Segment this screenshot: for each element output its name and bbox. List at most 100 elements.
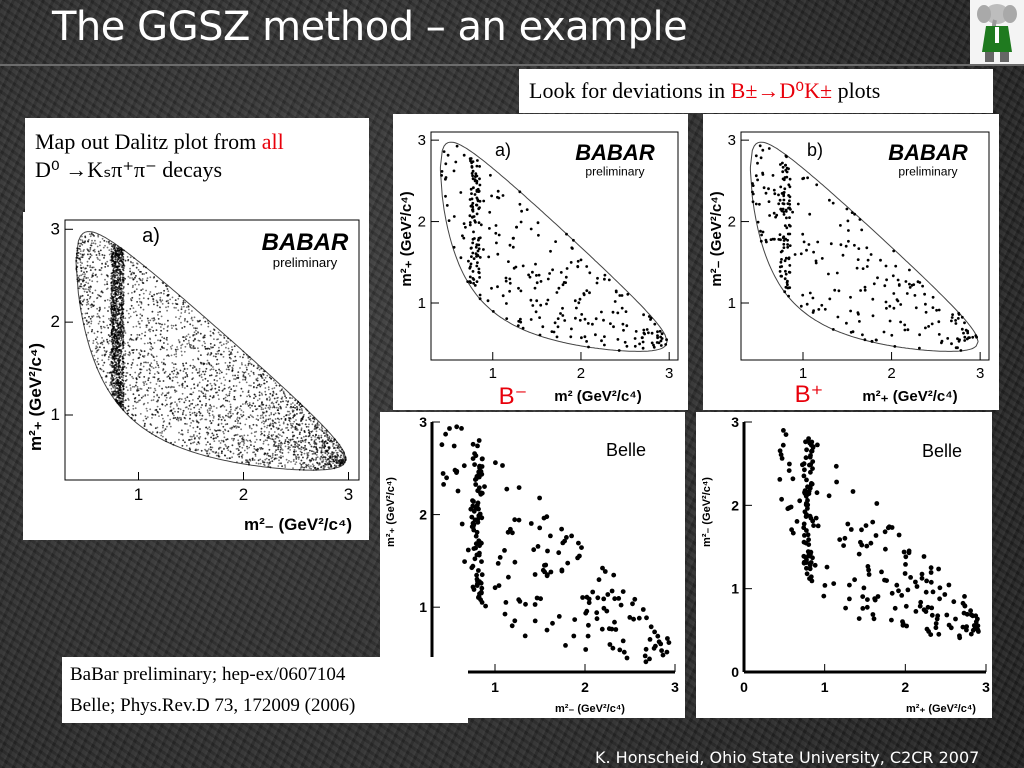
data-point xyxy=(157,399,159,402)
data-point xyxy=(322,446,324,448)
data-point xyxy=(241,446,244,449)
data-point xyxy=(336,456,339,459)
data-point xyxy=(253,431,256,434)
data-point xyxy=(237,371,240,373)
data-point xyxy=(156,292,158,295)
data-point xyxy=(131,349,133,351)
data-point xyxy=(200,373,203,376)
data-point xyxy=(310,431,313,433)
data-point xyxy=(111,380,114,383)
data-point xyxy=(186,343,189,345)
data-point xyxy=(142,292,145,295)
data-point xyxy=(187,408,190,410)
data-point xyxy=(319,458,322,461)
data-point xyxy=(215,369,217,372)
data-point xyxy=(310,465,312,467)
data-point xyxy=(248,458,251,461)
data-point xyxy=(323,466,326,469)
data-point xyxy=(185,335,188,337)
data-point xyxy=(110,378,113,380)
data-point xyxy=(173,414,175,417)
data-point xyxy=(177,418,180,420)
data-point xyxy=(216,338,218,341)
data-point xyxy=(342,453,345,456)
data-point xyxy=(242,444,245,446)
data-point xyxy=(91,329,94,331)
data-point xyxy=(198,390,200,392)
data-point xyxy=(219,377,221,380)
data-point xyxy=(144,422,146,425)
data-point xyxy=(193,441,196,444)
data-point xyxy=(164,404,167,407)
data-point xyxy=(116,288,118,290)
data-point xyxy=(228,350,231,353)
data-point xyxy=(244,376,247,379)
data-point xyxy=(181,327,184,329)
data-point xyxy=(198,374,201,377)
data-point xyxy=(330,437,333,440)
data-point xyxy=(117,245,119,248)
data-point xyxy=(292,458,295,461)
data-point xyxy=(82,317,84,320)
data-point xyxy=(305,419,308,422)
data-point xyxy=(310,436,313,439)
data-point xyxy=(142,265,145,268)
data-point xyxy=(184,387,186,389)
data-point xyxy=(78,275,81,277)
data-point xyxy=(175,355,178,358)
data-point xyxy=(315,438,317,441)
data-point xyxy=(316,422,319,425)
data-point xyxy=(239,355,242,358)
data-point xyxy=(106,287,109,290)
data-point xyxy=(247,389,250,392)
data-point xyxy=(120,316,122,319)
data-point xyxy=(115,357,117,360)
data-point xyxy=(263,379,266,381)
data-point xyxy=(127,312,130,315)
data-point xyxy=(115,372,118,375)
data-point xyxy=(181,384,184,387)
data-point xyxy=(223,350,225,353)
data-point xyxy=(137,375,140,377)
data-point xyxy=(239,408,241,410)
data-point xyxy=(340,451,343,453)
data-point xyxy=(264,458,267,461)
data-point xyxy=(107,342,110,345)
data-point xyxy=(139,413,142,415)
data-point xyxy=(218,398,220,401)
data-point xyxy=(126,256,129,258)
data-point xyxy=(155,408,158,411)
data-point xyxy=(162,362,165,365)
data-point xyxy=(118,296,121,298)
data-point xyxy=(189,425,192,427)
data-point xyxy=(267,463,270,466)
data-point xyxy=(199,361,202,364)
y-tick-label: 1 xyxy=(51,405,60,424)
data-point xyxy=(242,414,245,417)
data-point xyxy=(132,307,135,309)
data-point xyxy=(283,393,286,396)
data-point xyxy=(245,366,248,369)
data-point xyxy=(96,297,98,300)
data-point xyxy=(247,355,250,358)
data-point xyxy=(81,253,84,256)
data-point xyxy=(127,341,129,344)
data-point xyxy=(190,387,193,390)
data-point xyxy=(273,443,276,446)
data-point xyxy=(278,456,281,458)
data-point xyxy=(142,395,145,398)
data-point xyxy=(210,405,213,408)
data-point xyxy=(89,235,92,238)
data-point xyxy=(111,314,114,317)
data-point xyxy=(279,446,282,448)
data-point xyxy=(92,275,94,277)
data-point xyxy=(192,339,195,342)
data-point xyxy=(225,409,228,412)
data-point xyxy=(197,397,200,400)
data-point xyxy=(220,439,223,442)
data-point xyxy=(140,350,143,353)
data-point xyxy=(132,284,134,287)
data-point xyxy=(149,319,152,322)
x-tick-label: 1 xyxy=(134,485,143,504)
data-point xyxy=(253,382,255,384)
